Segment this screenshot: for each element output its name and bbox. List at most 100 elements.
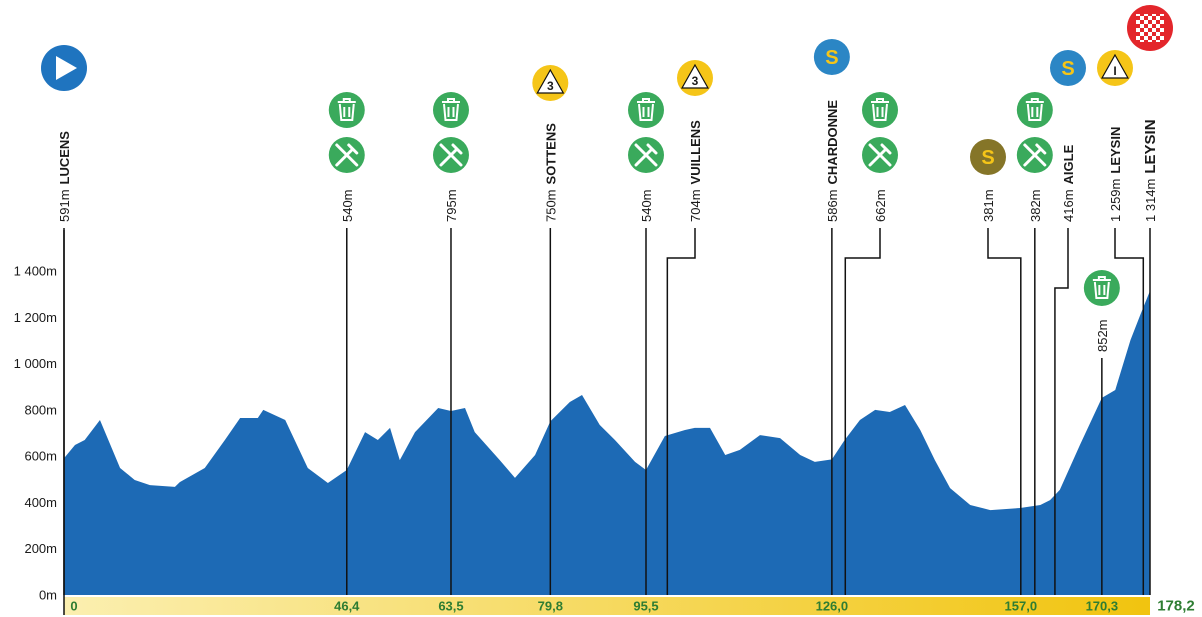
- marker-elevation: 381m: [981, 189, 996, 222]
- marker-elevation: 591m: [57, 189, 72, 222]
- x-tick-label: 157,0: [1005, 599, 1038, 614]
- x-axis-bar: [64, 597, 1150, 615]
- sprint-badge: S: [1061, 58, 1074, 80]
- marker-name: LUCENS: [57, 131, 72, 185]
- marker-label: 591m LUCENS: [57, 131, 72, 222]
- marker-name: CHARDONNE: [824, 100, 839, 185]
- marker-label: 704m VUILLENS: [688, 120, 703, 222]
- kom-badge: 3: [692, 74, 699, 88]
- feed-shape: [335, 143, 359, 167]
- kom-triangle: [536, 68, 565, 94]
- kom-badge: I: [1113, 64, 1116, 78]
- bin-shape: [871, 98, 889, 121]
- kom-triangle: [680, 63, 710, 89]
- bin-shape: [637, 98, 656, 121]
- sprint-badge: S: [981, 147, 994, 169]
- marker-line: [987, 228, 1022, 595]
- x-tick-label: 63,5: [438, 599, 463, 614]
- marker-label: 540m: [339, 189, 354, 222]
- marker-line: [844, 228, 881, 595]
- marker: 586m CHARDONNE S: [813, 39, 850, 595]
- y-tick-label: 0m: [39, 588, 57, 603]
- marker-elevation: 750m: [543, 189, 558, 222]
- y-tick-label: 600m: [24, 449, 57, 464]
- marker: 795m: [432, 92, 469, 595]
- y-tick-label: 800m: [24, 402, 57, 417]
- marker-name: LEYSIN: [1142, 119, 1159, 173]
- marker: 1 314m LEYSIN: [1127, 5, 1173, 595]
- bin-icon: [862, 92, 898, 128]
- marker-elevation: 1 314m: [1143, 179, 1158, 222]
- marker-elevation: 382m: [1027, 189, 1042, 222]
- marker-elevation: 540m: [639, 189, 654, 222]
- bin-icon: [1016, 92, 1053, 128]
- marker-label: 795m: [443, 189, 458, 222]
- sprint-icon: [970, 139, 1006, 175]
- marker-name: SOTTENS: [543, 123, 558, 185]
- bin-shape: [441, 98, 460, 121]
- marker: 416m AIGLE S: [1050, 50, 1086, 595]
- marker-elevation: 540m: [339, 189, 354, 222]
- bin-shape: [1092, 276, 1111, 299]
- feed-shape: [634, 143, 658, 167]
- bin-icon: [328, 92, 365, 128]
- marker-elevation: 1 259m: [1108, 179, 1123, 222]
- marker: 662m: [844, 92, 898, 595]
- marker: 540m: [628, 92, 665, 595]
- marker: 381m S: [970, 139, 1022, 595]
- marker: 852m: [1083, 270, 1120, 595]
- start-arrow: [56, 56, 77, 80]
- x-tick-label: 46,4: [334, 599, 360, 614]
- kom-triangle: [1100, 53, 1130, 79]
- marker-name: AIGLE: [1061, 144, 1076, 184]
- sprint-badge: S: [825, 47, 838, 69]
- marker-name: LEYSIN: [1108, 127, 1123, 174]
- marker-label: 662m: [873, 189, 888, 222]
- marker-label: 381m: [981, 189, 996, 222]
- y-tick-label: 1 000m: [14, 356, 57, 371]
- feed-shape: [439, 143, 463, 167]
- marker-label: 1 314m LEYSIN: [1142, 119, 1159, 222]
- sprint-icon: [813, 39, 850, 75]
- marker-line: [666, 228, 696, 595]
- x-tick-label: 95,5: [633, 599, 658, 614]
- bin-shape: [1025, 98, 1044, 121]
- sprint-icon: [1050, 50, 1086, 86]
- marker: 591m LUCENS: [41, 45, 87, 595]
- x-tick-label: 126,0: [816, 599, 849, 614]
- marker-elevation: 852m: [1094, 319, 1109, 352]
- x-tick-label: 79,8: [538, 599, 563, 614]
- x-tick-label: 170,3: [1086, 599, 1119, 614]
- marker-label: 416m AIGLE: [1061, 144, 1076, 222]
- marker: 704m VUILLENS 3: [666, 60, 713, 595]
- finish-flag: [1136, 14, 1164, 42]
- bin-shape: [337, 98, 356, 121]
- y-tick-label: 200m: [24, 541, 57, 556]
- y-tick-label: 1 400m: [14, 264, 57, 279]
- feed-shape: [1023, 143, 1047, 167]
- marker-label: 1 259m LEYSIN: [1108, 127, 1123, 222]
- marker-elevation: 795m: [443, 189, 458, 222]
- x-tick-label: 0: [70, 599, 77, 614]
- x-tick-label: 178,2: [1157, 598, 1195, 615]
- bin-icon: [432, 92, 469, 128]
- elevation-area: [64, 290, 1150, 595]
- kom-badge: 3: [547, 79, 554, 93]
- y-tick-label: 400m: [24, 495, 57, 510]
- bin-icon: [628, 92, 665, 128]
- bin-icon: [1083, 270, 1120, 306]
- marker: 540m: [328, 92, 365, 595]
- marker-elevation: 662m: [873, 189, 888, 222]
- marker-line: [1054, 228, 1069, 595]
- marker: 382m: [1016, 92, 1053, 595]
- marker: 750m SOTTENS 3: [532, 65, 569, 595]
- marker-label: 540m: [639, 189, 654, 222]
- feed-shape: [868, 143, 892, 167]
- marker: 1 259m LEYSIN I: [1097, 50, 1145, 595]
- marker-label: 586m CHARDONNE: [824, 100, 839, 222]
- marker-label: 852m: [1094, 319, 1109, 352]
- marker-name: VUILLENS: [688, 120, 703, 185]
- marker-elevation: 704m: [688, 189, 703, 222]
